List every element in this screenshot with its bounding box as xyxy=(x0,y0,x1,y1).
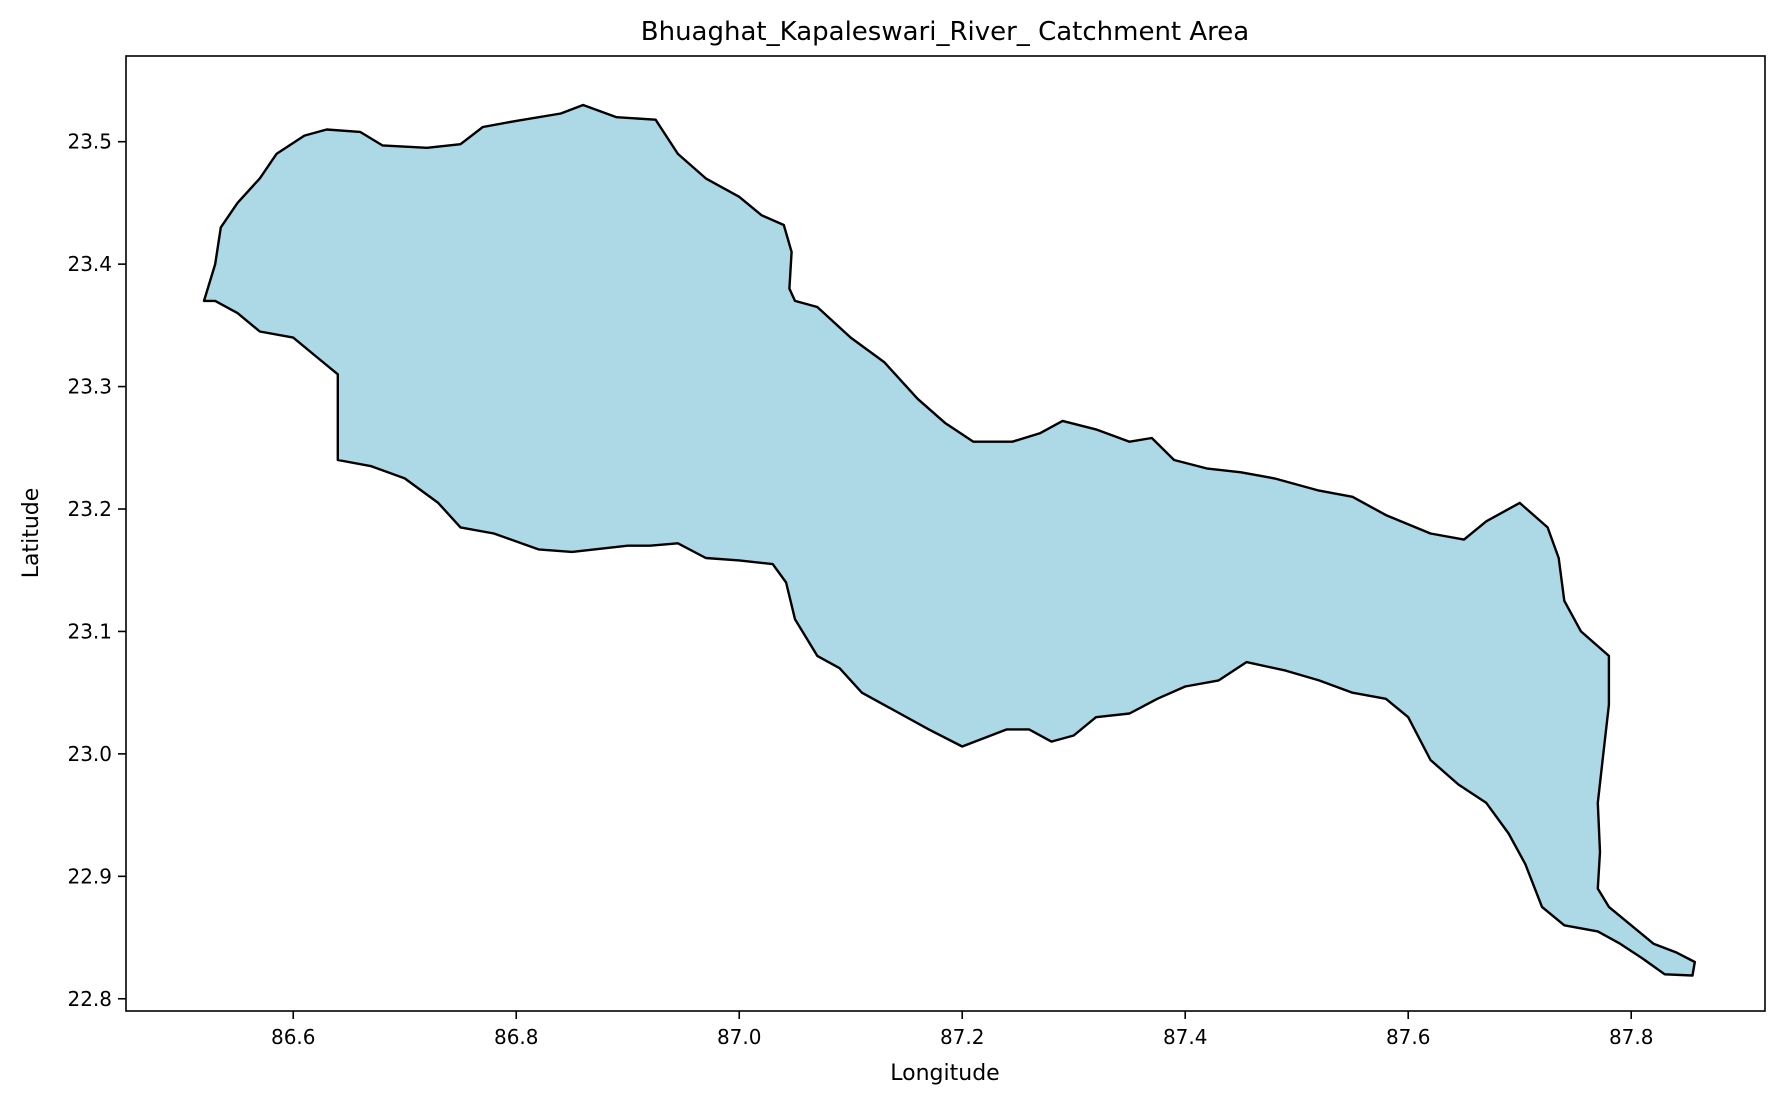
y-tick-label: 23.5 xyxy=(67,130,112,154)
axes-frame xyxy=(125,55,1766,1012)
y-tick-label: 23.0 xyxy=(67,742,112,766)
x-tick-label: 87.2 xyxy=(940,1025,985,1049)
catchment-polygon xyxy=(202,103,1697,977)
y-tick-label: 23.4 xyxy=(67,252,112,276)
x-tick-label: 87.0 xyxy=(717,1025,762,1049)
x-axis-ticks: 86.6 86.8 87.0 87.2 87.4 87.6 87.8 xyxy=(271,1011,1653,1049)
y-tick-label: 23.2 xyxy=(67,497,112,521)
y-tick-label: 22.9 xyxy=(67,864,112,888)
y-axis-ticks: 22.8 22.9 23.0 23.1 23.2 23.3 23.4 23.5 xyxy=(67,130,126,1011)
x-tick-label: 87.4 xyxy=(1163,1025,1208,1049)
x-tick-label: 86.8 xyxy=(494,1025,539,1049)
y-axis-label: Latitude xyxy=(19,488,44,579)
y-tick-label: 23.3 xyxy=(67,375,112,399)
y-tick-label: 22.8 xyxy=(67,987,112,1011)
x-tick-label: 86.6 xyxy=(271,1025,316,1049)
x-tick-label: 87.6 xyxy=(1386,1025,1431,1049)
x-axis-label: Longitude xyxy=(890,1061,999,1086)
chart-title: Bhuaghat_Kapaleswari_River_ Catchment Ar… xyxy=(641,17,1249,47)
plot-area xyxy=(125,55,1766,1012)
x-tick-label: 87.8 xyxy=(1609,1025,1654,1049)
y-tick-label: 23.1 xyxy=(67,619,112,643)
